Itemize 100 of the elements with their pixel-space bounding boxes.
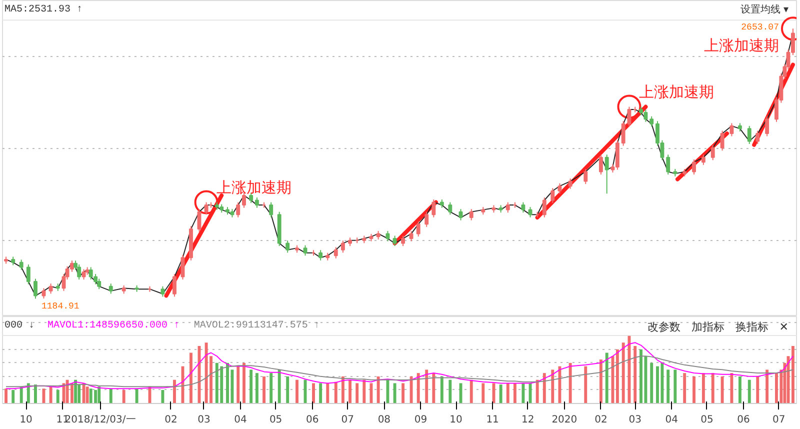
x-tick-label: 11 <box>486 414 499 426</box>
bar <box>650 362 654 404</box>
bar <box>482 383 485 404</box>
x-tick-label: 12 <box>522 414 534 426</box>
bar <box>542 373 546 404</box>
bar <box>4 388 8 404</box>
bar <box>756 376 760 404</box>
bar <box>470 380 473 404</box>
bar <box>34 384 37 404</box>
annotation: 上涨加速期 <box>216 178 292 196</box>
bar <box>270 373 273 404</box>
x-tick-label: 07 <box>341 414 354 426</box>
bar <box>599 360 602 404</box>
bar <box>551 370 554 404</box>
x-tick-label: 2020 <box>552 414 578 426</box>
x-tick-label: 03 <box>198 414 210 426</box>
bar <box>791 346 794 404</box>
bar <box>262 376 266 404</box>
candlestick <box>424 211 429 228</box>
bar <box>348 380 352 404</box>
text: 加指标 <box>692 320 724 334</box>
text: 换指标 <box>736 320 768 334</box>
candlestick <box>666 154 670 175</box>
candlestick <box>180 254 185 280</box>
candlestick <box>26 264 30 285</box>
candlestick <box>19 259 24 270</box>
bar <box>702 373 705 404</box>
bar <box>356 383 359 404</box>
bar <box>326 383 330 404</box>
bar <box>393 383 396 404</box>
bar <box>766 370 769 404</box>
x-tick-label: 02 <box>164 414 178 426</box>
candlestick <box>730 122 734 137</box>
text: 改参数 <box>648 320 680 334</box>
bar <box>26 383 30 404</box>
bar <box>296 380 298 404</box>
candlestick <box>650 116 654 128</box>
bar <box>410 376 413 404</box>
bar <box>86 386 89 404</box>
candlestick <box>236 202 240 218</box>
bar <box>513 383 516 404</box>
candlestick <box>392 235 397 247</box>
bar <box>730 373 734 404</box>
candlestick <box>77 264 82 280</box>
bar <box>376 376 380 404</box>
bar <box>49 386 52 404</box>
bar <box>683 373 686 404</box>
x-tick-label: 03 <box>628 414 642 426</box>
x-tick-label: 10 <box>20 414 32 426</box>
bar <box>386 380 390 404</box>
text: MAVOL2:99113147.575 ↑ <box>194 320 320 332</box>
x-tick-label: 06 <box>737 414 750 426</box>
candlestick <box>334 246 338 259</box>
bar <box>362 380 366 404</box>
candlestick <box>621 120 626 146</box>
candlestick <box>506 202 510 214</box>
x-tick-label: 04 <box>234 414 247 426</box>
bar <box>536 380 539 404</box>
bar <box>440 376 444 404</box>
candlestick <box>627 106 632 128</box>
bar <box>711 373 714 404</box>
candlestick <box>269 202 274 218</box>
x-tick-label: 02 <box>594 414 608 426</box>
bar <box>522 383 525 404</box>
candlestick <box>249 192 254 204</box>
x-tick-label: 07 <box>772 414 786 426</box>
bar <box>506 383 510 404</box>
bar <box>334 382 338 404</box>
bar <box>278 370 281 404</box>
candlestick <box>448 202 452 216</box>
candlestick <box>82 268 86 280</box>
text: 1184.91 <box>41 302 80 312</box>
bar <box>499 384 502 404</box>
text: 2653.07 <box>741 22 779 33</box>
candlestick <box>756 130 760 144</box>
candlestick <box>416 220 420 237</box>
candlestick <box>318 250 323 261</box>
candlestick <box>584 168 588 185</box>
candlestick <box>542 196 546 218</box>
bar <box>738 376 742 404</box>
bar <box>558 366 562 404</box>
candlestick <box>747 125 752 144</box>
candlestick <box>401 235 406 247</box>
bar <box>236 366 240 404</box>
candlestick <box>409 230 414 242</box>
bar <box>448 380 452 404</box>
x-tick-label: 04 <box>665 414 678 426</box>
bar <box>674 370 677 404</box>
text: MA5:2531.93 ↑ <box>4 4 83 16</box>
bar <box>161 390 164 404</box>
candlestick <box>286 240 290 254</box>
candlestick <box>598 154 603 175</box>
candlestick <box>720 130 724 152</box>
x-tick-label: 08 <box>378 414 391 426</box>
candlestick <box>108 283 113 294</box>
x-tick-label: 09 <box>414 414 428 426</box>
bar <box>692 376 696 404</box>
candlestick <box>550 188 555 204</box>
bar <box>286 376 290 404</box>
annotation: 上涨加速期 <box>704 36 779 55</box>
